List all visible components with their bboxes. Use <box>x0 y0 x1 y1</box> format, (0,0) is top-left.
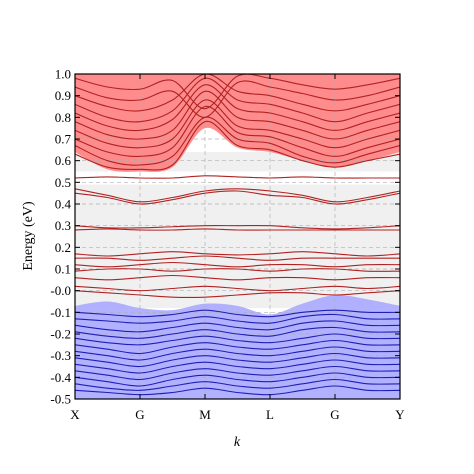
valence-band-line <box>75 326 400 339</box>
valence-band-line <box>75 313 400 324</box>
conduction-band-line <box>75 116 400 166</box>
y-axis-title: Energy (eV) <box>21 201 36 271</box>
gap-band-line <box>75 285 400 292</box>
conduction-band-line <box>75 80 400 118</box>
band-regions <box>75 74 400 399</box>
valence-band-line <box>75 385 400 396</box>
valence-band-line <box>75 309 400 318</box>
axis-ticks: -0.5 -0.4 -0.3 -0.2 -0.1 -0.0 0.1 0.2 0.3 0.4 0.5 0… <box>50 67 405 423</box>
x-tick-label: G <box>330 407 339 422</box>
gap-band-line <box>75 274 400 281</box>
conduction-band-fill <box>75 74 400 172</box>
conduction-band-line <box>75 74 400 110</box>
y-tick-label: 0.8 <box>55 110 71 125</box>
valence-band-line <box>75 352 400 368</box>
y-tick-label: 0.2 <box>55 240 71 255</box>
gap-band-line <box>75 188 400 203</box>
valence-band-line <box>75 320 400 333</box>
valence-band-line <box>75 365 400 381</box>
conduction-band-line <box>75 121 400 171</box>
conduction-band-line <box>75 74 400 112</box>
valence-band-line <box>75 359 400 374</box>
conduction-band-line <box>75 84 400 132</box>
x-axis-title: k <box>234 435 241 450</box>
x-tick-label: Y <box>395 407 405 422</box>
y-tick-label: 0.5 <box>55 175 71 190</box>
y-tick-label: -0.4 <box>50 370 71 385</box>
conduction-band-line <box>75 77 400 123</box>
y-tick-label: 0.9 <box>55 88 71 103</box>
y-tick-label: -0.2 <box>50 327 71 342</box>
gap-band-line <box>75 255 400 261</box>
valence-band-line <box>75 333 400 346</box>
y-tick-label: 0.6 <box>55 153 72 168</box>
gap-band-line <box>75 261 400 268</box>
y-tick-label: 1.0 <box>55 67 71 82</box>
gap-band-line <box>75 251 400 257</box>
gap-band-line <box>75 268 400 272</box>
conduction-band-line <box>75 99 400 149</box>
gap-band-line <box>75 290 400 298</box>
x-tick-label: M <box>199 407 211 422</box>
gap-band-line <box>75 228 400 231</box>
y-tick-label: 0.1 <box>55 262 71 277</box>
plot-frame <box>74 73 401 400</box>
conduction-band-line <box>75 105 400 158</box>
x-tick-label: X <box>70 407 80 422</box>
band-lines <box>75 74 400 396</box>
y-tick-label: -0.3 <box>50 348 71 363</box>
y-tick-label: 0.4 <box>55 197 72 212</box>
gap-band-line <box>75 190 400 205</box>
y-tick-label: -0.0 <box>50 283 71 298</box>
y-tick-label: -0.5 <box>50 392 71 407</box>
y-tick-label: 0.7 <box>55 132 72 147</box>
gap-band-line <box>75 175 400 179</box>
valence-band-line <box>75 378 400 391</box>
x-tick-label: G <box>135 407 144 422</box>
valence-band-line <box>75 339 400 355</box>
y-tick-label: -0.1 <box>50 305 71 320</box>
gap-band-line <box>75 224 400 230</box>
y-tick-label: 0.3 <box>55 218 71 233</box>
valence-band-line <box>75 346 400 361</box>
conduction-band-line <box>75 90 400 140</box>
valence-band-line <box>75 372 400 387</box>
x-tick-label: L <box>266 407 274 422</box>
